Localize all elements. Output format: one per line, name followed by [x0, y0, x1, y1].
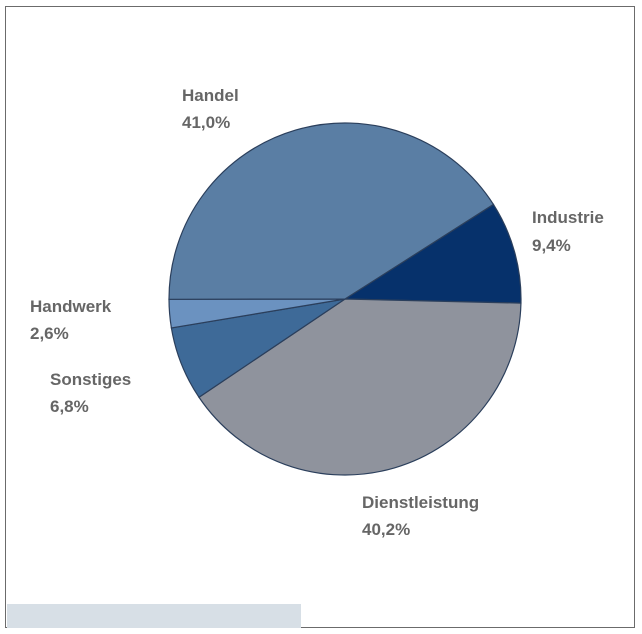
industrie-name-label: Industrie: [532, 208, 604, 227]
sonstiges-name-label: Sonstiges: [50, 370, 131, 389]
dienstleistung-name-label: Dienstleistung: [362, 493, 479, 512]
slice-label-handel: Handel 41,0%: [182, 86, 239, 132]
slice-label-dienstleistung: Dienstleistung 40,2%: [362, 493, 479, 539]
pie-slice-handel: [168, 122, 495, 300]
handwerk-name-label: Handwerk: [30, 297, 112, 316]
pie-slice-industrie: [343, 203, 522, 304]
footer-bar: [7, 604, 301, 628]
pie-slice-dienstleistung: [198, 298, 522, 476]
slice-label-industrie: Industrie 9,4%: [532, 208, 604, 255]
handel-value-label: 41,0%: [182, 113, 230, 132]
handwerk-value-label: 2,6%: [30, 324, 69, 343]
pie-slices: [168, 122, 522, 476]
handel-name-label: Handel: [182, 86, 239, 105]
dienstleistung-value-label: 40,2%: [362, 520, 410, 539]
slice-label-handwerk: Handwerk 2,6%: [30, 297, 112, 343]
industrie-value-label: 9,4%: [532, 236, 571, 255]
slice-label-sonstiges: Sonstiges 6,8%: [50, 370, 131, 416]
sonstiges-value-label: 6,8%: [50, 397, 89, 416]
